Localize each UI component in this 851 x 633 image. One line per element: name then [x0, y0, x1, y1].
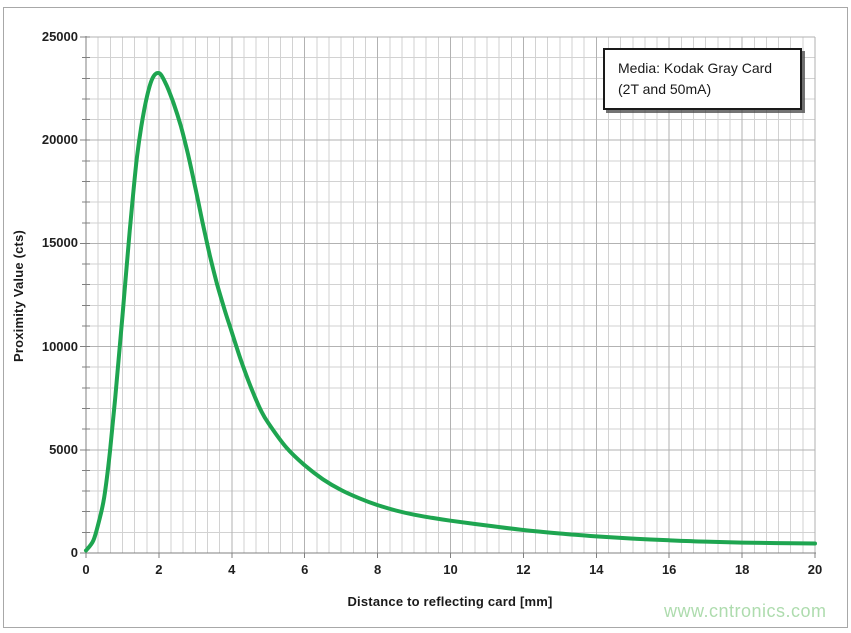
x-tick-label: 4 [228, 562, 236, 577]
media-annotation-line2: (2T and 50mA) [618, 81, 712, 97]
x-tick-label: 6 [301, 562, 309, 577]
y-tick-label: 5000 [49, 441, 78, 457]
x-tick-label: 2 [155, 562, 163, 577]
y-tick-label: 15000 [41, 235, 78, 251]
y-tick-label: 0 [70, 545, 78, 560]
watermark-text: www.cntronics.com [664, 601, 827, 621]
x-tick-label: 14 [589, 562, 604, 577]
y-axis-title: Proximity Value (cts) [11, 229, 26, 363]
x-tick-label: 10 [443, 562, 458, 577]
media-annotation-box: Media: Kodak Gray Card (2T and 50mA) [603, 48, 802, 110]
x-axis-title: Distance to reflecting card [mm] [347, 594, 553, 609]
x-tick-label: 18 [734, 562, 750, 577]
y-tick-label: 20000 [41, 132, 78, 148]
x-tick-label: 20 [807, 562, 823, 577]
x-tick-label: 8 [373, 562, 382, 577]
x-tick-label: 12 [516, 562, 531, 577]
y-tick-label: 25000 [41, 29, 78, 44]
y-tick-label: 10000 [41, 338, 78, 354]
x-tick-label: 0 [82, 562, 90, 577]
proximity-curve [84, 70, 817, 553]
x-tick-label: 16 [661, 562, 677, 577]
media-annotation-line1: Media: Kodak Gray Card [618, 60, 773, 76]
